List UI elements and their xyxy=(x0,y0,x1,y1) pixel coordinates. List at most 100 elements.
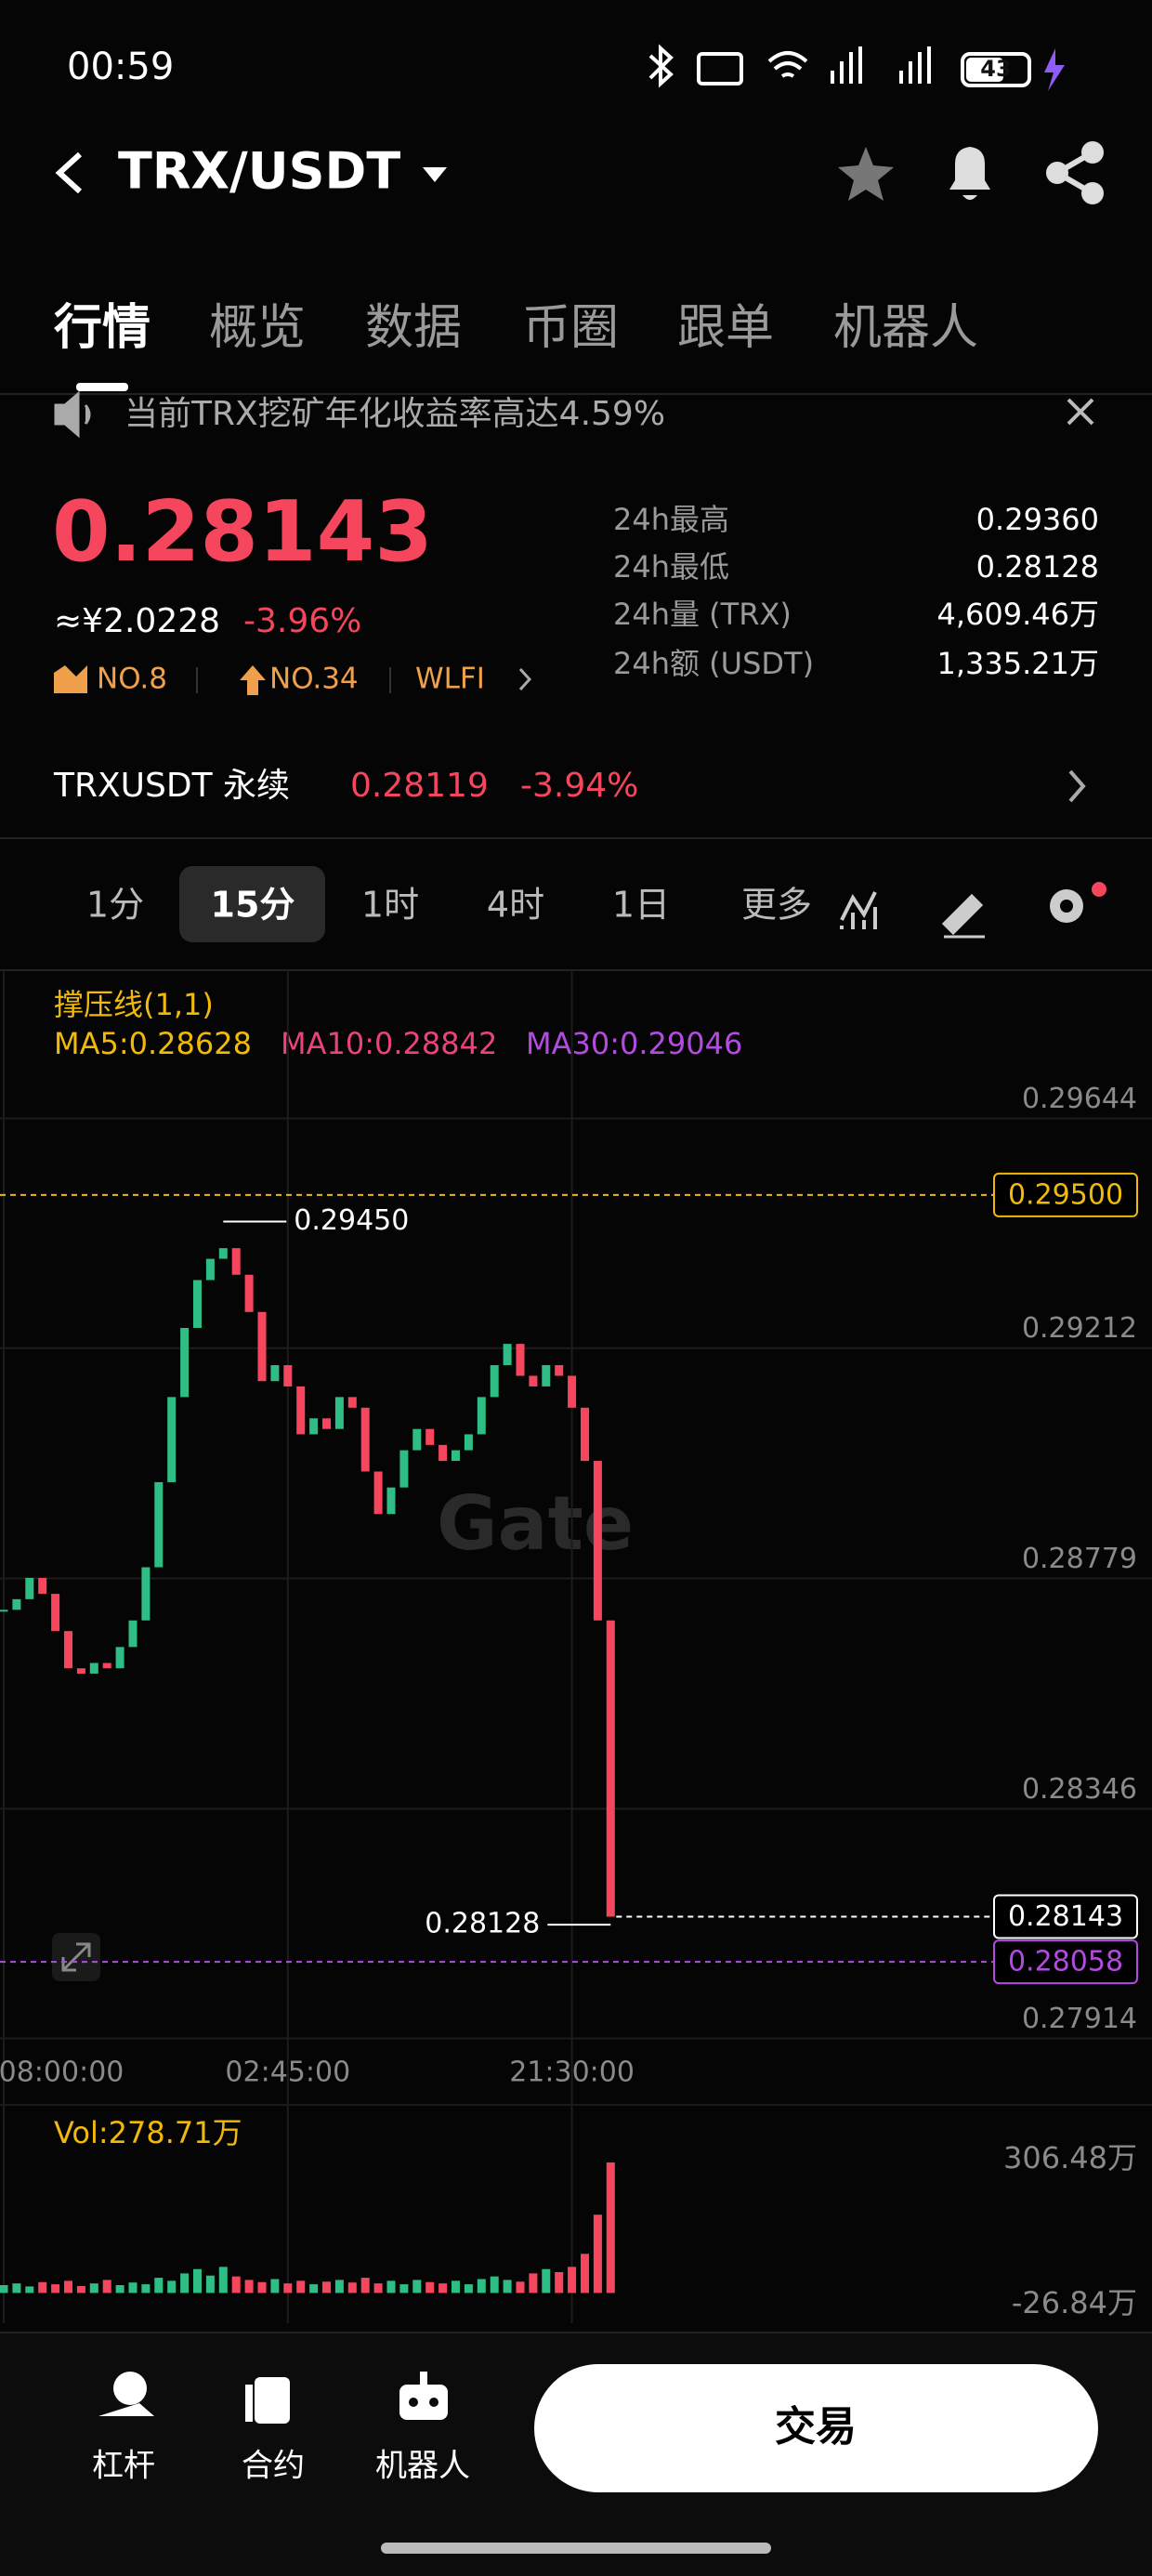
interval-tab[interactable]: 更多 xyxy=(741,885,812,926)
volume-bar xyxy=(167,2280,177,2293)
volume-bar xyxy=(529,2273,538,2293)
volume-bar xyxy=(399,2284,409,2293)
x-tick-label: 02:45:00 xyxy=(225,2057,350,2089)
candle xyxy=(218,1248,228,1259)
candle xyxy=(593,1461,602,1621)
volume-bar xyxy=(76,2285,85,2293)
tab[interactable]: 概览 xyxy=(209,300,306,356)
candle xyxy=(334,1397,344,1429)
tab[interactable]: 机器人 xyxy=(833,300,978,356)
candle xyxy=(64,1631,72,1669)
volume-bar xyxy=(334,2280,344,2293)
candle xyxy=(309,1418,319,1435)
candle xyxy=(452,1450,460,1462)
volume-bar xyxy=(0,2285,8,2293)
trade-button[interactable] xyxy=(534,2364,1098,2492)
nav-label[interactable]: 机器人 xyxy=(375,2448,470,2485)
ma-label: MA5:0.28628 xyxy=(54,1026,252,1061)
volume-bar xyxy=(425,2281,435,2293)
volume-bar xyxy=(51,2284,60,2293)
candle xyxy=(490,1365,499,1398)
favorite-button[interactable] xyxy=(838,147,894,201)
volume-bar xyxy=(606,2162,615,2293)
level-label: 0.28058 xyxy=(1008,1946,1123,1978)
notice-text[interactable]: 当前TRX挖矿年化收益率高达4.59% xyxy=(124,395,665,433)
stat-label: 24h最低 xyxy=(613,549,729,585)
volume-bar xyxy=(581,2254,589,2293)
speaker-icon xyxy=(54,390,91,439)
draw-button[interactable] xyxy=(941,893,985,939)
battery: 43 xyxy=(980,56,1011,82)
settings-hole xyxy=(1060,900,1073,913)
stat-label: 24h最高 xyxy=(613,502,729,537)
tab[interactable]: 币圈 xyxy=(522,300,619,356)
volume-bar xyxy=(555,2271,564,2293)
interval-tab[interactable]: 4时 xyxy=(487,885,544,926)
stat-value: 0.29360 xyxy=(976,502,1099,537)
nav-label[interactable]: 合约 xyxy=(242,2448,305,2485)
robot-eye xyxy=(409,2398,418,2407)
volume-bar xyxy=(12,2283,21,2293)
candle xyxy=(141,1567,151,1621)
stat-value: 1,335.21万 xyxy=(936,646,1099,681)
perp-name[interactable]: TRXUSDT 永续 xyxy=(53,767,290,805)
volume-bar xyxy=(102,2280,111,2293)
candle xyxy=(581,1407,589,1462)
alert-button[interactable] xyxy=(949,147,990,200)
candle xyxy=(115,1647,124,1669)
candle xyxy=(425,1428,435,1445)
settings-dot xyxy=(1092,882,1106,897)
y-tick-label: 0.28779 xyxy=(1022,1543,1137,1575)
candle xyxy=(283,1365,293,1387)
volume-bar xyxy=(309,2284,319,2293)
candle xyxy=(555,1365,564,1376)
volume-bar xyxy=(296,2280,306,2293)
candle xyxy=(257,1311,267,1382)
volume-bar xyxy=(270,2279,280,2293)
volume-bar xyxy=(477,2279,486,2293)
volume-bar xyxy=(64,2280,72,2293)
tab[interactable]: 数据 xyxy=(365,300,462,356)
tab[interactable]: 跟单 xyxy=(677,300,774,356)
candle xyxy=(503,1344,512,1366)
level-box xyxy=(993,1894,1138,1939)
trade-button-label[interactable]: 交易 xyxy=(775,2403,857,2451)
perp-change: -3.94% xyxy=(520,767,638,805)
volume-bar xyxy=(490,2276,499,2293)
badge[interactable]: WLFI xyxy=(415,663,485,696)
interval-tab[interactable]: 15分 xyxy=(211,885,295,926)
stat-value: 4,609.46万 xyxy=(936,597,1099,632)
interval-tab[interactable]: 1分 xyxy=(86,885,144,926)
level-label: 0.29500 xyxy=(1008,1178,1123,1211)
badge[interactable]: NO.34 xyxy=(269,663,359,696)
pair-dropdown[interactable] xyxy=(423,167,447,182)
x-tick-label: 08:00:00 xyxy=(0,2057,124,2089)
candle xyxy=(231,1248,241,1275)
tab[interactable]: 行情 xyxy=(54,300,151,356)
chevron[interactable] xyxy=(1068,769,1086,803)
back-button[interactable] xyxy=(55,151,83,194)
indicator-button[interactable] xyxy=(840,891,877,929)
interval-tab[interactable]: 1日 xyxy=(612,885,670,926)
notice-close[interactable] xyxy=(1067,398,1094,426)
share-button[interactable] xyxy=(1046,141,1104,204)
stat-label: 24h量 (TRX) xyxy=(613,597,792,632)
candle xyxy=(542,1365,551,1387)
pair-title[interactable]: TRX/USDT xyxy=(118,142,400,201)
chevron xyxy=(518,667,532,691)
badge[interactable]: NO.8 xyxy=(97,663,167,696)
ma-label: MA30:0.29046 xyxy=(526,1026,742,1061)
watermark: Gate xyxy=(437,1480,634,1567)
volume-bar xyxy=(180,2273,190,2293)
candle xyxy=(167,1397,177,1482)
volume-bar xyxy=(141,2284,151,2293)
candle xyxy=(205,1258,215,1281)
y-tick-label: 0.29644 xyxy=(1022,1083,1137,1115)
candle xyxy=(51,1594,60,1632)
nav-label[interactable]: 杠杆 xyxy=(92,2448,155,2485)
interval-tab[interactable]: 1时 xyxy=(361,885,419,926)
candle xyxy=(25,1577,34,1599)
volume-bar xyxy=(231,2276,241,2293)
